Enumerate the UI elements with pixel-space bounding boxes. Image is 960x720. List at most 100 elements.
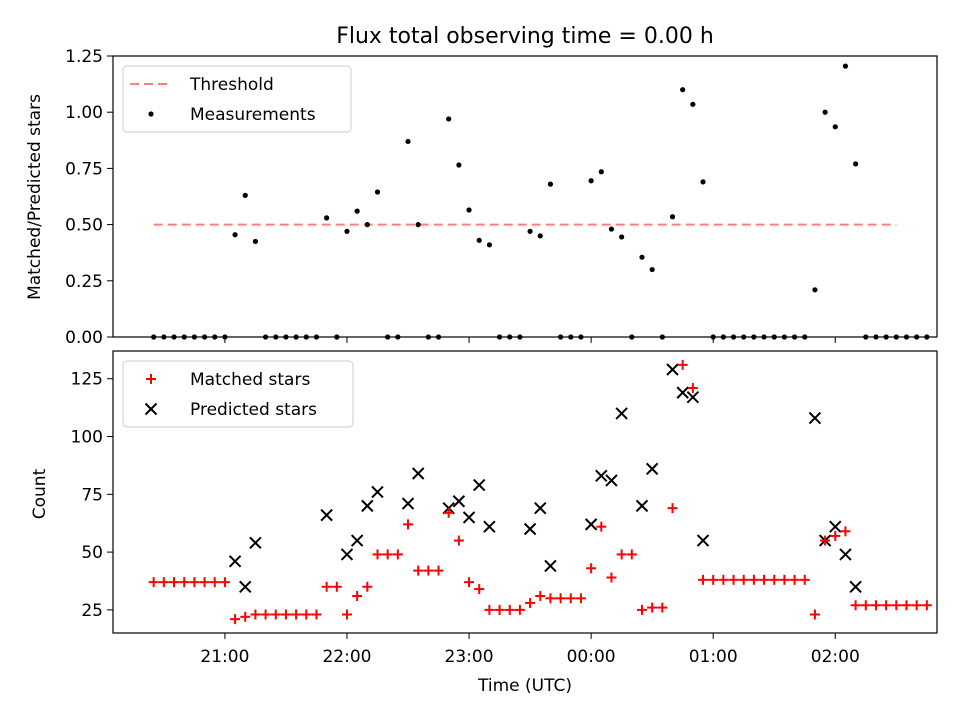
matched-star-point [677,359,688,370]
legend-matched-label: Matched stars [190,370,310,390]
matched-star-point [525,597,536,608]
measurement-point [690,101,696,107]
measurement-point [842,63,849,69]
matched-star-point [260,609,271,620]
predicted-star-point [676,386,689,399]
matched-star-point [301,609,312,620]
matched-star-point [423,565,434,576]
matched-star-point [616,549,627,560]
measurement-point [537,233,543,239]
matched-star-point [840,526,851,537]
measurement-point [242,192,248,198]
matched-star-point [494,604,505,615]
legend-threshold-label: Threshold [189,75,274,95]
legend-predicted-marker [144,402,158,416]
measurement-point [405,138,411,145]
top-panel: Flux total observing time = 0.00 h Match… [25,24,938,348]
predicted-star-point [411,467,425,480]
predicted-star-point [320,508,333,522]
predicted-star-point [473,478,486,492]
measurement-point [456,162,462,168]
predicted-star-point [483,520,496,533]
predicted-star-point [635,499,649,513]
x-tick-label: 00:00 [567,647,616,667]
top-plot-frame [112,55,938,338]
measurement-point [354,208,360,214]
matched-star-point [881,600,892,611]
x-axis-label: Time (UTC) [477,676,572,696]
matched-star-point [779,574,790,585]
matched-star-point [708,574,719,585]
predicted-star-point [371,485,384,499]
measurement-point [344,228,350,234]
bottom-legend: Matched stars Predicted stars [122,360,354,428]
matched-star-point [453,535,464,546]
measurement-point [252,238,259,245]
measurement-point [669,214,676,220]
matched-star-point [738,574,749,585]
bottom-y-tick-label: 100 [71,428,103,448]
measurement-point [588,178,594,184]
matched-star-point [565,593,576,604]
bottom-y-tick-label: 25 [81,601,103,621]
matched-star-point [403,519,414,530]
predicted-star-point [666,363,679,376]
matched-star-point [850,600,861,611]
predicted-star-point [829,520,842,533]
predicted-star-point [686,391,700,404]
matched-star-point [759,574,770,585]
matched-star-point [413,565,424,576]
top-y-tick-label: 1.25 [65,47,103,67]
matched-star-point [250,609,261,620]
measurement-point [608,226,615,232]
x-tick-label: 01:00 [689,647,738,667]
predicted-star-point [839,548,852,561]
measurement-point [619,234,625,240]
matched-star-point [830,530,841,541]
predicted-star-point [340,548,354,561]
predicted-star-point [849,580,862,593]
matched-star-point [331,581,342,592]
matched-star-point [199,577,210,588]
predicted-star-point [645,462,659,476]
measurement-point [415,222,421,228]
matched-star-point [474,584,485,595]
legend-measurements-label: Measurements [190,105,316,125]
matched-star-point [179,577,190,588]
bottom-plot-frame [112,350,938,634]
measurement-point [822,109,828,115]
predicted-star-point [584,518,598,531]
predicted-star-point [249,536,262,550]
matched-star-point [575,593,586,604]
matched-star-point [341,609,352,620]
bottom-y-tick-label: 75 [81,485,103,505]
bottom-y-axis-label: Count [30,468,50,519]
matched-stars-points [148,359,932,625]
measurement-point [527,228,533,234]
predicted-star-point [452,495,466,508]
predicted-star-point [350,534,364,547]
measurement-point [832,124,838,130]
legend-measurements-swatch [148,111,154,117]
predicted-star-point [696,534,710,547]
matched-star-point [921,600,932,611]
matched-star-point [748,574,759,585]
matched-star-point [789,574,800,585]
matched-star-point [667,503,678,514]
x-tick-label: 02:00 [811,647,860,667]
matched-star-point [280,609,291,620]
predicted-star-point [605,474,618,487]
top-y-tick-label: 0.75 [65,159,103,179]
measurement-point [680,87,686,93]
measurement-point [598,169,604,175]
matched-star-point [443,507,454,518]
matched-star-point [148,577,159,588]
matched-star-point [352,591,363,602]
measurement-point [466,207,472,213]
top-legend-box [122,65,352,133]
top-legend: Threshold Measurements [122,65,352,133]
matched-star-point [433,565,444,576]
predicted-star-point [615,407,628,420]
matched-star-point [769,574,780,585]
